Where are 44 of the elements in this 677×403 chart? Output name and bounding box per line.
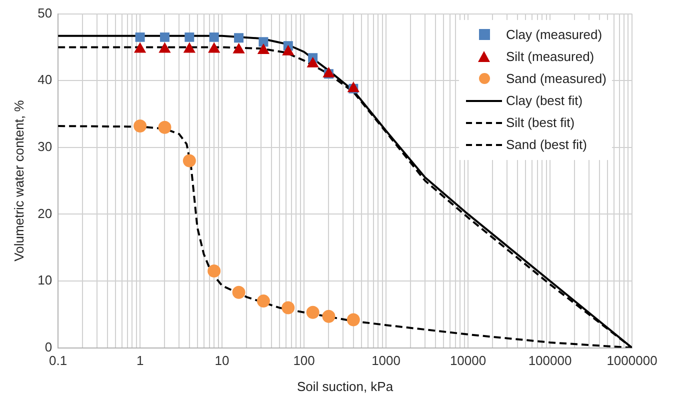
x-tick-label: 100 bbox=[293, 353, 315, 368]
x-tick-label: 1000000 bbox=[606, 353, 658, 368]
y-axis-title: Volumetric water content, % bbox=[11, 100, 26, 262]
legend-label: Silt (measured) bbox=[506, 49, 594, 64]
point bbox=[158, 120, 172, 134]
legend-label: Sand (best fit) bbox=[506, 137, 587, 152]
point bbox=[135, 32, 145, 42]
point bbox=[258, 37, 268, 47]
point bbox=[282, 45, 294, 56]
y-tick-label: 0 bbox=[44, 339, 52, 354]
legend-label: Sand (measured) bbox=[506, 71, 606, 86]
point bbox=[234, 33, 244, 43]
point bbox=[184, 42, 196, 53]
point bbox=[209, 32, 219, 42]
x-tick-label: 100000 bbox=[528, 353, 572, 368]
point bbox=[306, 306, 320, 319]
x-tick-label: 10000 bbox=[450, 353, 486, 368]
point bbox=[182, 154, 196, 168]
point bbox=[258, 44, 270, 54]
point bbox=[208, 42, 220, 53]
y-tick-label: 10 bbox=[38, 272, 52, 288]
point bbox=[134, 42, 146, 53]
legend-label: Clay (measured) bbox=[506, 27, 602, 42]
x-axis-title: Soil suction, kPa bbox=[296, 378, 394, 394]
point bbox=[134, 120, 147, 133]
y-tick-label: 20 bbox=[38, 206, 52, 221]
x-tick-label: 10 bbox=[214, 353, 230, 368]
point bbox=[232, 286, 246, 299]
x-tick-label: 1 bbox=[136, 353, 144, 368]
point bbox=[184, 32, 194, 42]
legend-label: Clay (best fit) bbox=[506, 93, 583, 108]
point bbox=[307, 57, 319, 68]
y-tick-label: 30 bbox=[38, 138, 52, 154]
x-tick-label: 1000 bbox=[372, 353, 400, 368]
point bbox=[282, 301, 295, 314]
point bbox=[159, 42, 170, 53]
point bbox=[233, 43, 244, 54]
point bbox=[208, 264, 221, 278]
y-tick-label: 40 bbox=[38, 72, 52, 88]
x-tick-label: 0.1 bbox=[49, 353, 68, 368]
point bbox=[256, 294, 270, 308]
y-tick-label: 50 bbox=[38, 5, 52, 20]
point bbox=[160, 32, 170, 42]
legend-label: Silt (best fit) bbox=[506, 115, 575, 130]
